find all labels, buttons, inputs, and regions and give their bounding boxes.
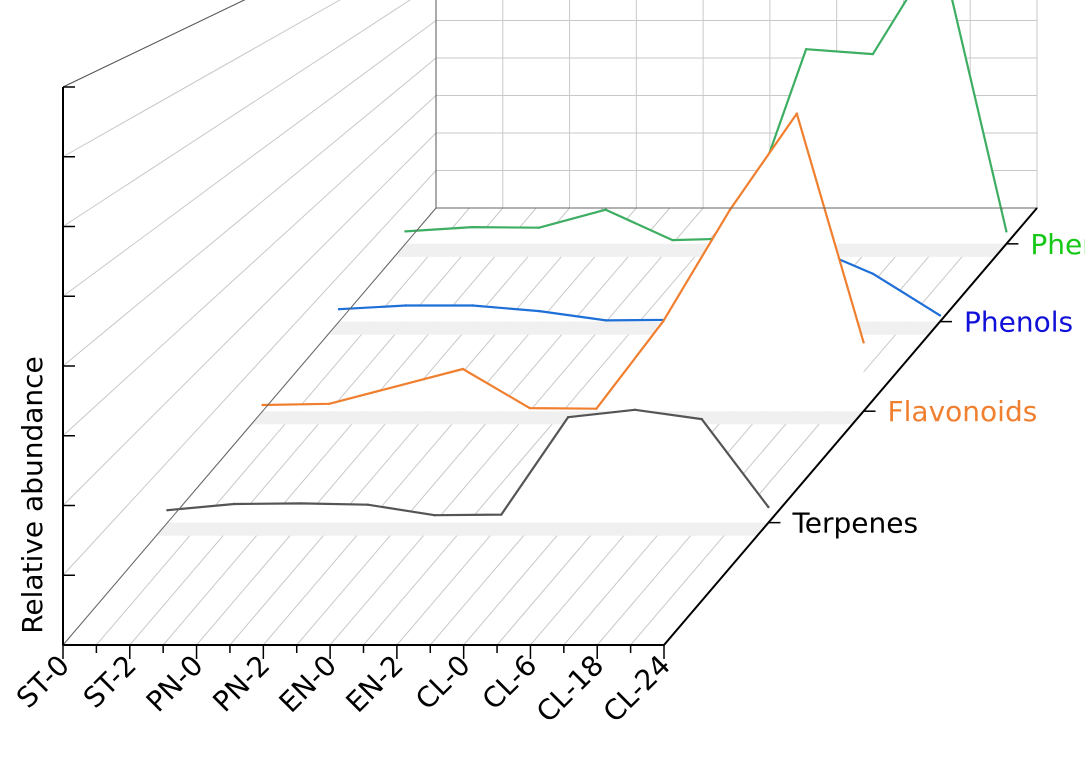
data-point-phenols-st-2	[404, 304, 407, 307]
data-point-phenylpropane-en-0	[671, 238, 674, 242]
data-point-phenylpropane-cl-0	[804, 48, 808, 51]
floor-gridline	[596, 207, 971, 646]
data-point-phenols-pn-2	[538, 309, 541, 313]
data-point-phenols-cl-18	[872, 272, 875, 276]
side-wall-gridline	[62, 20, 437, 297]
x-tick-label-cl-24: CL-24	[597, 649, 677, 729]
data-point-flavonoids-st-0	[261, 403, 264, 407]
data-point-terpenes-pn-0	[299, 502, 303, 505]
data-point-terpenes-cl-18	[700, 417, 703, 421]
chart-walls	[63, 0, 436, 645]
floor-strip	[251, 411, 864, 425]
data-point-flavonoids-cl-24	[862, 341, 865, 344]
side-wall-gridline	[62, 0, 341, 158]
x-tick-label-pn-0: PN-0	[140, 649, 210, 719]
floor-gridline	[96, 207, 470, 646]
floor-strip	[394, 243, 1007, 257]
series-line-terpenes	[167, 408, 770, 517]
series-line-flavonoids	[262, 112, 865, 410]
series-fill-phenylpropane	[405, 0, 1007, 244]
x-tick-label-pn-2: PN-2	[206, 649, 276, 719]
data-point-flavonoids-cl-0	[662, 320, 665, 323]
data-point-phenols-en-0	[604, 319, 608, 322]
data-point-terpenes-pn-2	[366, 503, 369, 506]
data-point-phenylpropane-st-2	[471, 225, 474, 229]
floor-gridline	[162, 207, 537, 646]
data-point-flavonoids-cl-6	[728, 208, 732, 211]
side-wall-gridline	[62, 170, 437, 576]
series-line-phenylpropane	[405, 0, 1008, 242]
series-label-phenols: Phenols	[964, 306, 1073, 339]
data-point-phenylpropane-pn-0	[537, 226, 541, 229]
x-tick-label-en-2: EN-2	[339, 649, 409, 719]
series-label-flavonoids: Flavonoids	[888, 395, 1038, 428]
x-tick-label-cl-0: CL-0	[409, 649, 477, 717]
data-point-flavonoids-st-2	[328, 402, 331, 405]
depth-axis-line	[663, 207, 1038, 646]
side-wall-gridline	[62, 0, 411, 227]
data-point-terpenes-st-0	[166, 509, 169, 512]
side-wall	[63, 0, 436, 645]
series-fill-terpenes	[167, 409, 769, 523]
chart-axes: Phenylpropane Phenols Flavonoids Terpenes ST…	[10, 86, 1085, 729]
data-point-terpenes-cl-24	[767, 505, 770, 509]
floor-gridline	[129, 207, 504, 646]
data-point-terpenes-en-0	[433, 514, 436, 517]
floor-gridline	[296, 207, 671, 646]
data-point-phenylpropane-pn-2	[604, 208, 607, 211]
x-tick-label-st-0: ST-0	[10, 649, 76, 715]
data-point-flavonoids-cl-18	[795, 112, 798, 115]
data-point-phenols-pn-0	[471, 304, 474, 307]
series-label-terpenes: Terpenes	[791, 507, 918, 540]
data-point-phenylpropane-cl-6	[871, 52, 875, 56]
data-point-flavonoids-en-2	[595, 407, 598, 410]
data-point-terpenes-st-2	[233, 502, 236, 506]
data-point-terpenes-en-2	[500, 513, 503, 516]
floor-strip	[156, 522, 769, 536]
floor-gridline	[363, 207, 737, 646]
series-fill-flavonoids	[262, 113, 864, 412]
data-point-terpenes-cl-6	[633, 408, 637, 411]
side-wall-gridline	[62, 132, 437, 506]
x-tick-label-st-2: ST-2	[77, 649, 143, 715]
side-wall-edge	[62, 0, 246, 88]
floor-gridline	[262, 207, 637, 646]
floor-gridline	[630, 207, 1004, 646]
data-point-flavonoids-pn-0	[394, 385, 398, 388]
side-wall-gridline	[62, 95, 437, 437]
chart-series	[156, 0, 1008, 536]
data-point-phenols-cl-24	[938, 314, 942, 317]
y-axis-label: Relative abundance	[16, 356, 49, 634]
x-tick-label-en-0: EN-0	[273, 649, 343, 719]
floor-gridline	[196, 207, 570, 646]
data-point-flavonoids-en-0	[528, 406, 531, 410]
series-label-phenylpropane: Phenylpropane	[1030, 228, 1085, 261]
data-point-terpenes-cl-0	[566, 416, 570, 419]
floor-gridline	[229, 207, 604, 646]
data-point-flavonoids-pn-2	[461, 367, 465, 371]
data-point-phenylpropane-st-0	[404, 230, 407, 233]
side-wall-gridline	[62, 57, 437, 367]
data-point-phenylpropane-cl-24	[1005, 230, 1008, 233]
x-tick-label-cl-18: CL-18	[530, 649, 610, 729]
floor-gridline	[329, 207, 704, 646]
data-point-phenols-st-0	[337, 308, 341, 311]
